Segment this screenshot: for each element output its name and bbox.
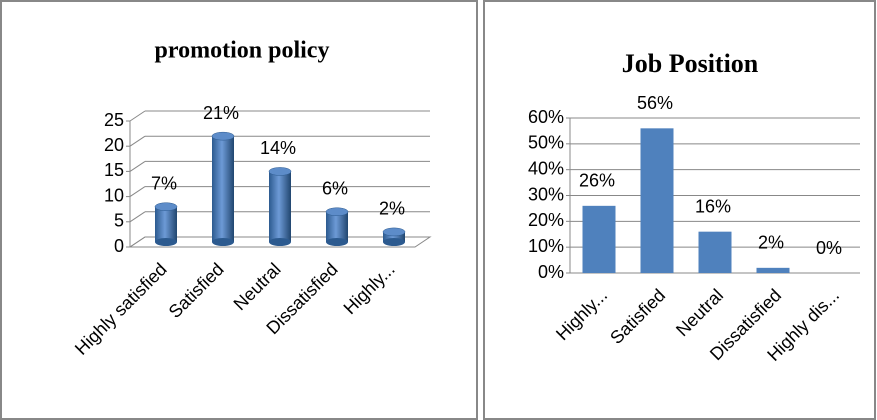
y-tick-label: 20	[104, 135, 124, 155]
bar	[325, 207, 349, 246]
grid-line	[129, 186, 146, 198]
bar	[756, 267, 790, 273]
data-label: 0%	[816, 238, 842, 258]
y-tick-label: 50%	[528, 133, 564, 153]
data-label: 14%	[260, 138, 296, 158]
floor	[128, 236, 432, 248]
data-label: 2%	[379, 199, 405, 219]
chart-title: Job Position	[622, 49, 759, 78]
chart-title: promotion policy	[155, 38, 330, 64]
bar-part	[269, 238, 291, 246]
bar-part	[155, 238, 177, 246]
data-label: 16%	[695, 196, 731, 216]
bar-part	[212, 238, 234, 246]
grid-line	[129, 160, 146, 172]
y-tick-label: 20%	[528, 210, 564, 230]
data-label: 26%	[579, 171, 615, 191]
bar-part	[211, 131, 235, 141]
y-tick-label: 5	[114, 211, 124, 231]
bar-part	[269, 171, 291, 242]
bar-part	[154, 202, 178, 211]
y-tick-label: 10	[104, 185, 124, 205]
bar-part	[155, 206, 177, 242]
grid-line	[129, 135, 146, 147]
data-label: 21%	[203, 103, 239, 123]
bar	[268, 167, 292, 246]
bar	[640, 128, 674, 273]
bar-part	[383, 238, 405, 246]
data-label: 56%	[637, 93, 673, 113]
y-tick-label: 10%	[528, 236, 564, 256]
bar-part	[383, 231, 405, 242]
bar	[582, 205, 616, 273]
bar-part	[325, 207, 349, 217]
panel-frame	[0, 0, 478, 420]
data-label: 2%	[758, 233, 784, 253]
y-tick-label: 0	[114, 236, 124, 256]
bar	[698, 231, 732, 273]
bar-part	[326, 211, 348, 242]
bar	[211, 131, 235, 246]
y-tick-label: 30%	[528, 184, 564, 204]
bar-part	[382, 227, 406, 237]
bar	[382, 227, 406, 246]
grid-line	[129, 211, 146, 223]
y-tick-label: 15	[104, 160, 124, 180]
bar	[154, 202, 178, 246]
y-tick-label: 40%	[528, 158, 564, 178]
bar-part	[212, 136, 234, 242]
panel-frame	[483, 0, 876, 420]
bar-part	[268, 167, 292, 176]
data-label: 6%	[322, 179, 348, 199]
y-tick-label: 60%	[528, 107, 564, 127]
bar-part	[326, 238, 348, 246]
grid-line	[129, 110, 146, 122]
data-label: 7%	[151, 173, 177, 193]
y-tick-label: 25	[104, 110, 124, 130]
y-tick-label: 0%	[538, 262, 564, 282]
